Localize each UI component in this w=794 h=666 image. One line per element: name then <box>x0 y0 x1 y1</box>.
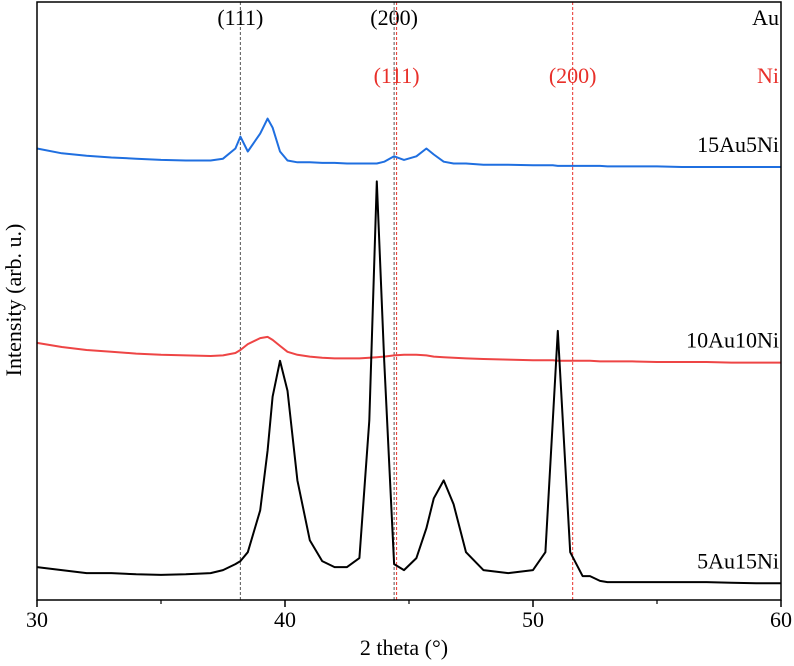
x-axis-label: 2 theta (°) <box>360 635 448 660</box>
reference-label: (200) <box>549 63 597 88</box>
series-label: 5Au15Ni <box>697 548 779 573</box>
series-line <box>36 335 781 364</box>
reference-label: (111) <box>217 5 263 30</box>
reference-group-label: Au <box>752 5 779 30</box>
x-tick-label: 40 <box>274 607 296 632</box>
reference-label: (111) <box>374 63 420 88</box>
x-tick-label: 50 <box>522 607 544 632</box>
series-label: 10Au10Ni <box>686 328 779 353</box>
series-line <box>36 117 781 168</box>
x-tick-label: 60 <box>770 607 792 632</box>
x-tick-label: 30 <box>26 607 48 632</box>
plot-frame <box>36 1 782 601</box>
y-axis-label: Intensity (arb. u.) <box>1 224 26 377</box>
reference-group-label: Ni <box>757 63 779 88</box>
series-line <box>36 180 781 585</box>
series-label: 15Au5Ni <box>697 132 779 157</box>
reference-label: (200) <box>370 5 418 30</box>
